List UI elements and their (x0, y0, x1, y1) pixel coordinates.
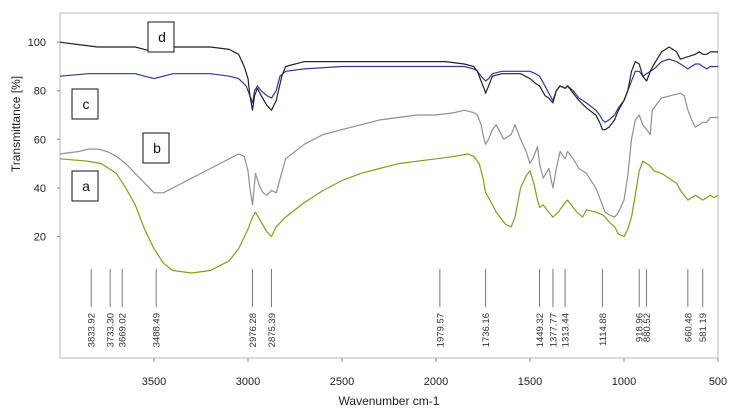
series-a-line (59, 153, 719, 274)
y-tick-label: 40 (34, 183, 46, 195)
x-tick-label: 1000 (612, 376, 636, 388)
x-tick-label: 1500 (518, 376, 542, 388)
plot-frame (59, 12, 719, 359)
x-axis-ticks: 3500 3000 2500 2000 1500 1000 500 (142, 358, 727, 388)
y-tick-label: 80 (34, 86, 46, 98)
y-axis-ticks: 20 40 60 80 100 (28, 37, 60, 244)
peak-label: 581.19 (698, 313, 709, 342)
peak-label: 2875.39 (267, 313, 278, 347)
peak-label: 1736.16 (481, 313, 492, 347)
series-b-line (59, 92, 718, 218)
peak-label: 1313.44 (561, 313, 572, 347)
peak-label: 3669.02 (118, 313, 129, 347)
series-tags: d c b a (71, 21, 175, 202)
peak-label: 3488.49 (152, 313, 163, 347)
peak-label: 1114.88 (598, 313, 609, 346)
peak-label: 3733.30 (106, 313, 117, 347)
y-axis-title: Transmittance [%] (9, 76, 23, 172)
peak-label: 3833.92 (87, 313, 98, 347)
series-tag-box-a (71, 170, 99, 202)
x-tick-label: 2500 (330, 376, 354, 388)
spectra (59, 41, 719, 274)
series-tag-box-b (142, 132, 170, 164)
x-tick-label: 500 (709, 376, 727, 388)
x-tick-label: 2000 (424, 376, 448, 388)
series-tag-d: d (158, 29, 166, 45)
series-tag-c: c (83, 96, 90, 112)
series-tag-a: a (82, 178, 90, 194)
peak-label: 918.96 (635, 313, 646, 342)
y-tick-label: 100 (28, 37, 46, 49)
peak-label: 1979.57 (435, 313, 446, 347)
series-tag-b: b (153, 140, 161, 156)
peak-label: 880.52 (642, 313, 653, 342)
peak-label: 1449.32 (535, 313, 546, 347)
series-tag-box-c (71, 88, 99, 120)
y-tick-label: 60 (34, 134, 46, 146)
x-tick-label: 3000 (236, 376, 260, 388)
x-axis-title: Wavenumber cm-1 (339, 394, 440, 408)
y-tick-label: 20 (34, 232, 46, 244)
series-tag-box-d (147, 21, 175, 53)
peak-label: 2976.28 (248, 313, 259, 347)
peak-markers: 3833.92 3733.30 3669.02 3488.49 2976.28 2875.… (87, 269, 709, 347)
peak-label: 1377.77 (548, 313, 559, 347)
x-tick-label: 3500 (142, 376, 166, 388)
peak-label: 660.48 (683, 313, 694, 342)
series-d-line (59, 41, 718, 131)
